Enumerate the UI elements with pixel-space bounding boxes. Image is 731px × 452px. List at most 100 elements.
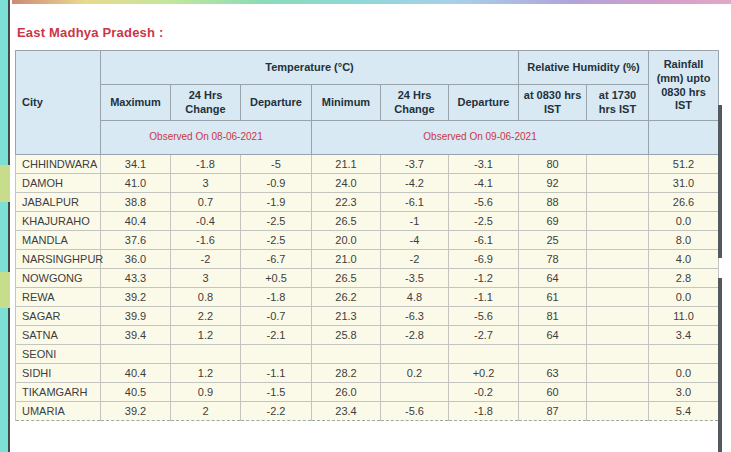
value-cell: 22.3: [312, 193, 381, 212]
value-cell: -2.7: [449, 326, 519, 345]
col-header-departure-min: Departure: [449, 85, 519, 121]
value-cell: 2.2: [171, 307, 241, 326]
table-row: KHAJURAHO40.4-0.4-2.526.5-1-2.5690.0: [16, 212, 719, 231]
value-cell: -6.1: [381, 193, 449, 212]
value-cell: [587, 402, 649, 421]
value-cell: 36.0: [101, 250, 171, 269]
value-cell: 21.1: [312, 155, 381, 174]
table-row: UMARIA39.22-2.223.4-5.6-1.8875.4: [16, 402, 719, 421]
value-cell: [101, 345, 171, 364]
value-cell: -2.5: [449, 212, 519, 231]
value-cell: -0.9: [241, 174, 312, 193]
value-cell: 39.2: [101, 402, 171, 421]
value-cell: 0.7: [171, 193, 241, 212]
value-cell: 0.0: [649, 212, 719, 231]
value-cell: [381, 383, 449, 402]
value-cell: 39.4: [101, 326, 171, 345]
top-gradient-bar: [12, 0, 731, 4]
table-row: NOWGONG43.33+0.526.5-3.5-1.2642.8: [16, 269, 719, 288]
value-cell: 41.0: [101, 174, 171, 193]
header-group-row: City Temperature (°C) Relative Humidity …: [16, 51, 719, 85]
value-cell: 3: [171, 174, 241, 193]
value-cell: -0.2: [449, 383, 519, 402]
value-cell: 21.0: [312, 250, 381, 269]
left-strip-segment: [0, 165, 10, 202]
city-cell: UMARIA: [16, 402, 101, 421]
value-cell: 40.4: [101, 212, 171, 231]
table-row: SAGAR39.92.2-0.721.3-6.3-5.68111.0: [16, 307, 719, 326]
value-cell: -2: [381, 250, 449, 269]
value-cell: 0.2: [381, 364, 449, 383]
scrollbar-thumb[interactable]: [718, 105, 722, 258]
value-cell: 26.0: [312, 383, 381, 402]
city-cell: KHAJURAHO: [16, 212, 101, 231]
col-header-departure-max: Departure: [241, 85, 312, 121]
value-cell: 20.0: [312, 231, 381, 250]
value-cell: -1: [381, 212, 449, 231]
col-header-city: City: [16, 51, 101, 155]
value-cell: 87: [519, 402, 587, 421]
value-cell: 26.6: [649, 193, 719, 212]
value-cell: [587, 212, 649, 231]
value-cell: -6.7: [241, 250, 312, 269]
value-cell: [171, 345, 241, 364]
value-cell: 63: [519, 364, 587, 383]
value-cell: 39.2: [101, 288, 171, 307]
city-cell: CHHINDWARA: [16, 155, 101, 174]
value-cell: [587, 231, 649, 250]
value-cell: 43.3: [101, 269, 171, 288]
value-cell: 88: [519, 193, 587, 212]
col-group-temperature: Temperature (°C): [101, 51, 519, 85]
value-cell: [587, 326, 649, 345]
value-cell: -5.6: [381, 402, 449, 421]
value-cell: -5.6: [449, 193, 519, 212]
col-header-maximum: Maximum: [101, 85, 171, 121]
value-cell: -3.5: [381, 269, 449, 288]
value-cell: -6.3: [381, 307, 449, 326]
value-cell: 1.2: [171, 364, 241, 383]
value-cell: 0.8: [171, 288, 241, 307]
value-cell: 60: [519, 383, 587, 402]
city-cell: SEONI: [16, 345, 101, 364]
value-cell: -2: [171, 250, 241, 269]
value-cell: 2: [171, 402, 241, 421]
value-cell: -1.5: [241, 383, 312, 402]
value-cell: 3.0: [649, 383, 719, 402]
col-header-minimum: Minimum: [312, 85, 381, 121]
value-cell: 69: [519, 212, 587, 231]
value-cell: [587, 269, 649, 288]
value-cell: 23.4: [312, 402, 381, 421]
value-cell: -0.4: [171, 212, 241, 231]
value-cell: 0.9: [171, 383, 241, 402]
value-cell: 40.5: [101, 383, 171, 402]
city-cell: MANDLA: [16, 231, 101, 250]
col-header-humidity-1730: at 1730 hrs IST: [587, 85, 649, 121]
value-cell: 8.0: [649, 231, 719, 250]
value-cell: 26.5: [312, 212, 381, 231]
value-cell: 37.6: [101, 231, 171, 250]
table-row: REWA39.20.8-1.826.24.8-1.1610.0: [16, 288, 719, 307]
value-cell: 64: [519, 269, 587, 288]
value-cell: -1.8: [241, 288, 312, 307]
city-cell: TIKAMGARH: [16, 383, 101, 402]
value-cell: -0.7: [241, 307, 312, 326]
value-cell: [587, 288, 649, 307]
table-row: NARSINGHPUR36.0-2-6.721.0-2-6.9784.0: [16, 250, 719, 269]
table-row: SATNA39.41.2-2.125.8-2.8-2.7643.4: [16, 326, 719, 345]
value-cell: -5.6: [449, 307, 519, 326]
value-cell: -2.5: [241, 231, 312, 250]
table-row: SIDHI40.41.2-1.128.20.2+0.2630.0: [16, 364, 719, 383]
value-cell: 34.1: [101, 155, 171, 174]
value-cell: -3.1: [449, 155, 519, 174]
city-cell: NOWGONG: [16, 269, 101, 288]
table-row: CHHINDWARA34.1-1.8-521.1-3.7-3.18051.2: [16, 155, 719, 174]
page-title: East Madhya Pradesh :: [17, 25, 719, 40]
page-content: East Madhya Pradesh : City Temperature (…: [12, 4, 719, 421]
value-cell: -2.1: [241, 326, 312, 345]
header-observed-row: Observed On 08-06-2021 Observed On 09-06…: [16, 121, 719, 155]
value-cell: 61: [519, 288, 587, 307]
value-cell: -1.6: [171, 231, 241, 250]
value-cell: -6.1: [449, 231, 519, 250]
scrollbar-track[interactable]: [718, 278, 722, 452]
value-cell: 26.2: [312, 288, 381, 307]
